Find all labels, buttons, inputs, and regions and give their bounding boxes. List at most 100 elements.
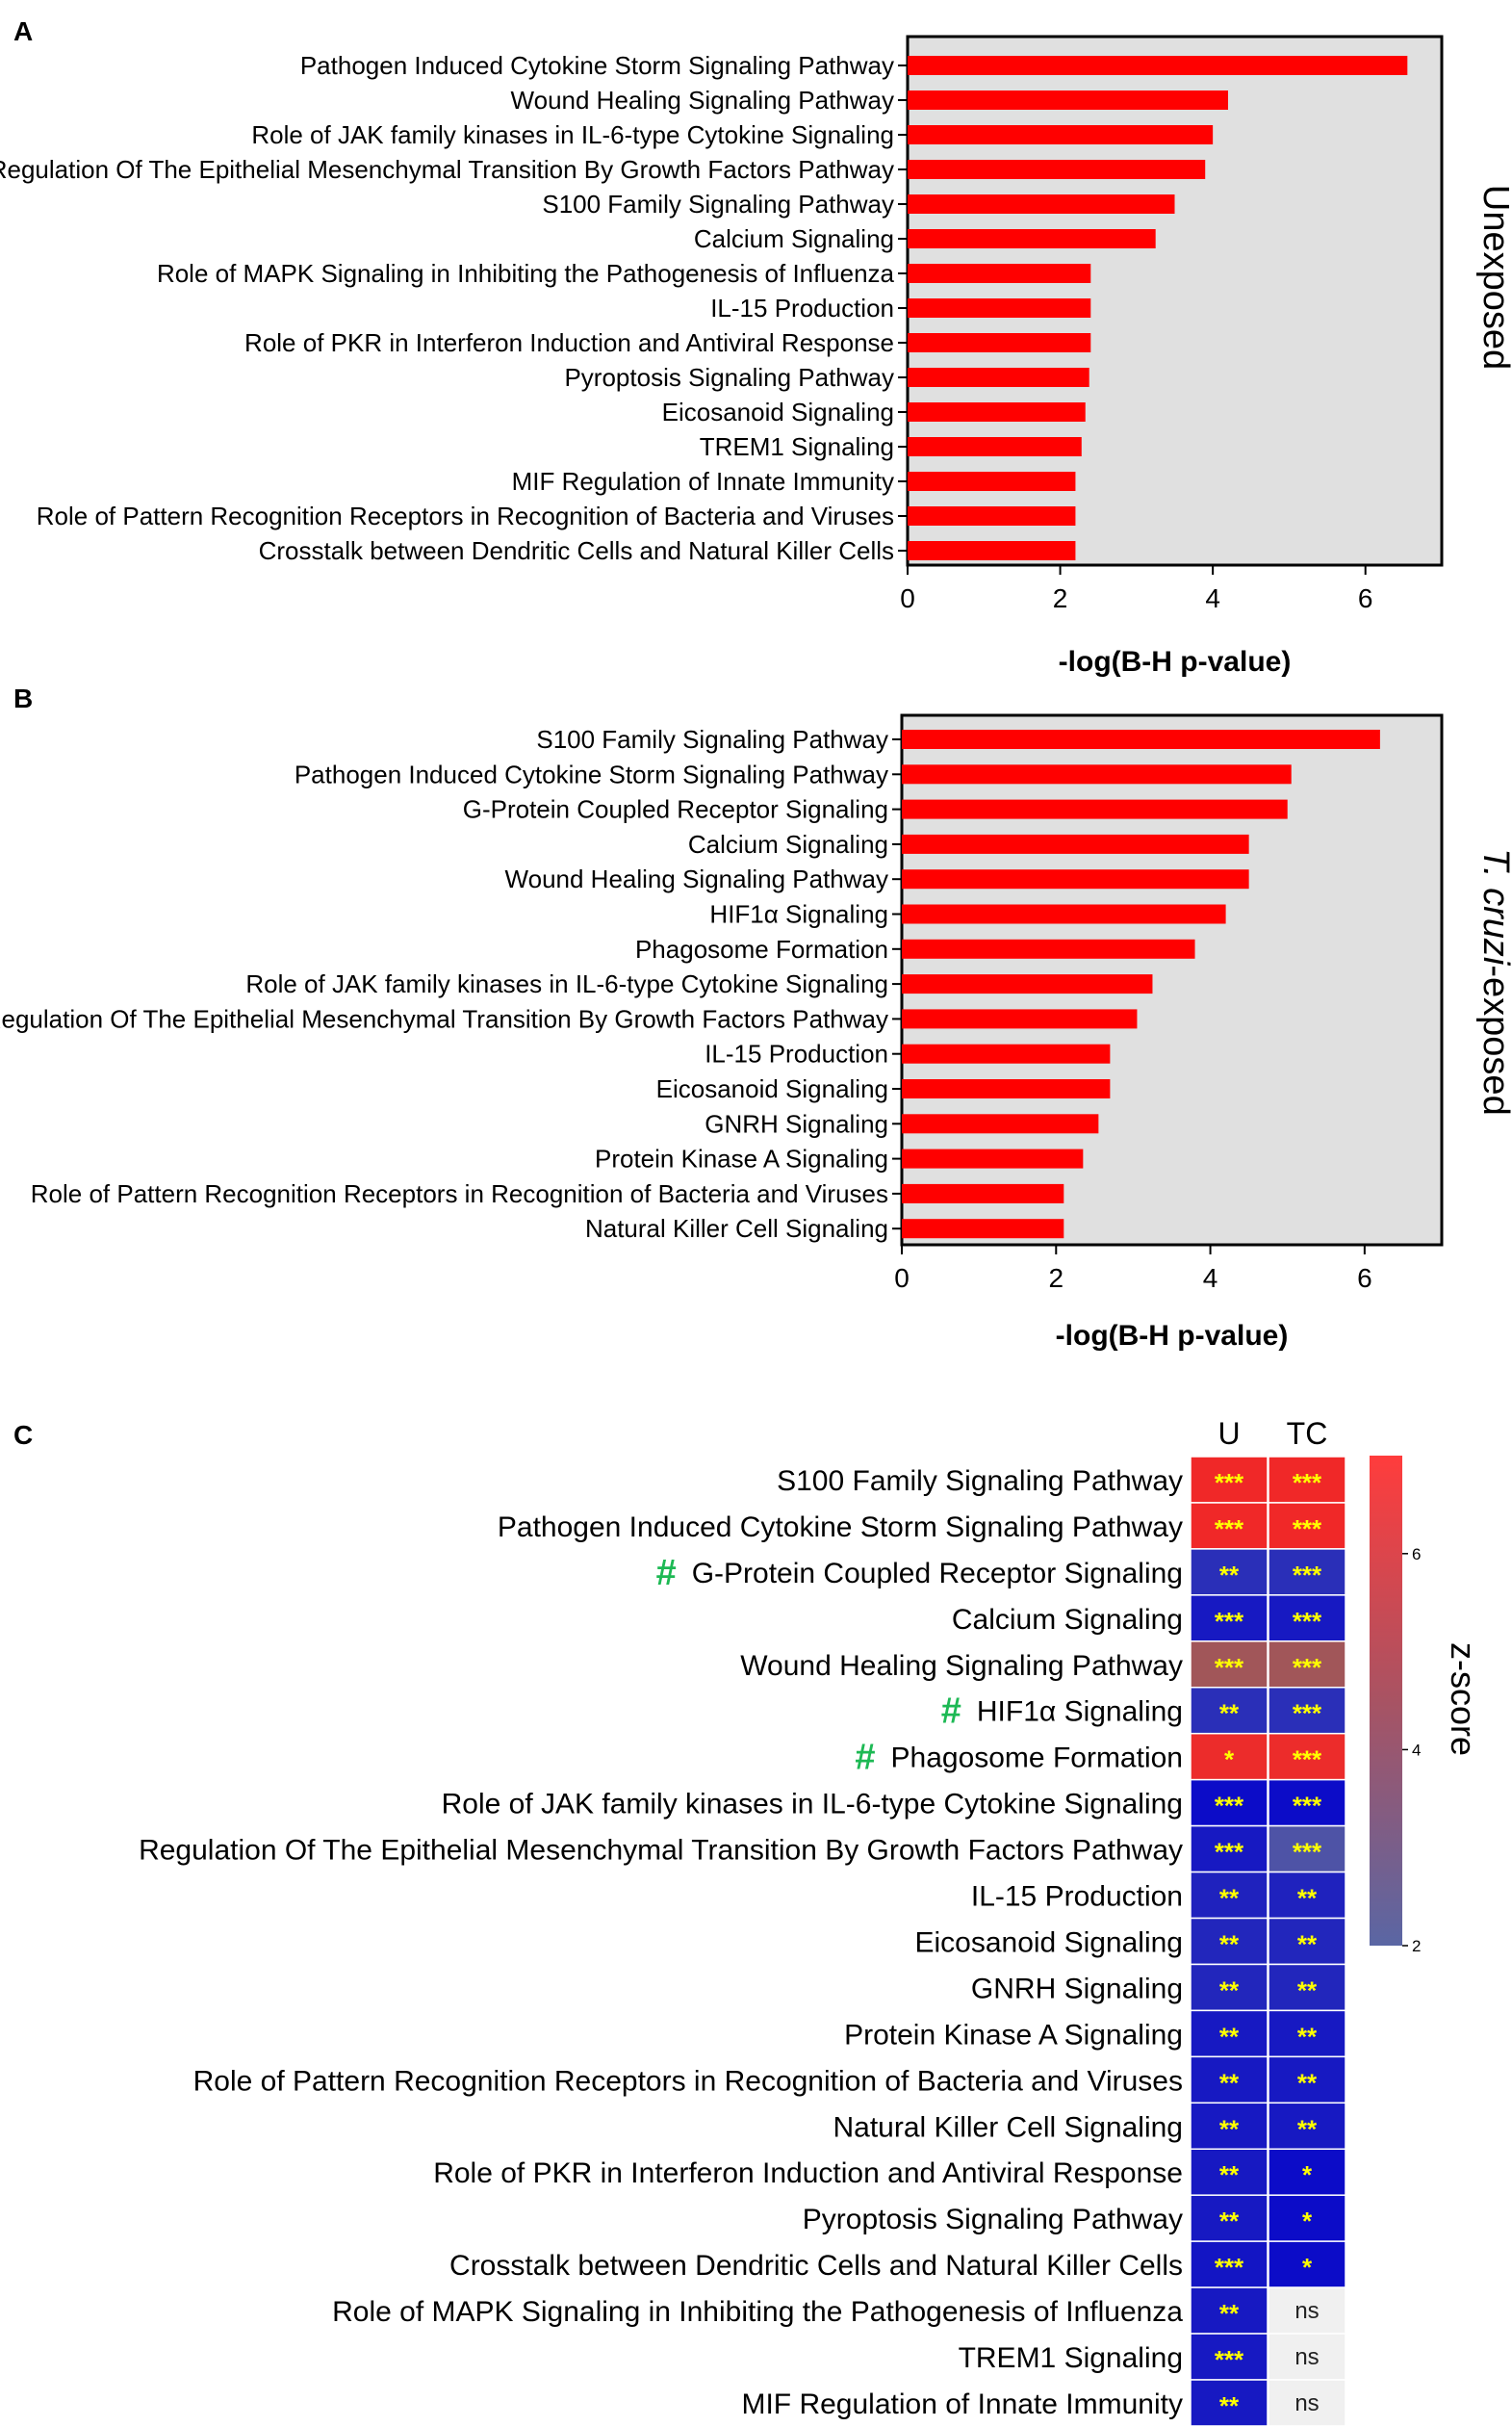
heatmap-cell — [1190, 1778, 1269, 1827]
heatmap-cell — [1268, 1502, 1346, 1550]
row-label: Eicosanoid Signaling — [914, 1926, 1183, 1958]
significance-label: * — [1302, 2207, 1313, 2235]
category-label: Role of MAPK Signaling in Inhibiting the… — [157, 259, 895, 288]
heatmap-cell — [1268, 2194, 1346, 2242]
heatmap-cell — [1268, 1963, 1346, 2012]
row-label: IL-15 Production — [971, 1881, 1183, 1913]
bar — [908, 264, 1091, 283]
bar — [902, 764, 1292, 785]
significance-label: *** — [1215, 1792, 1244, 1820]
colorbar-tick-label: 2 — [1412, 1937, 1421, 1955]
category-label: GNRH Signaling — [705, 1109, 888, 1138]
side-title: T. cruzi-exposed — [1475, 848, 1512, 1115]
significance-label: *** — [1215, 2253, 1244, 2282]
colorbar-label: z-score — [1444, 1642, 1483, 1756]
row-label: MIF Regulation of Innate Immunity — [741, 2388, 1183, 2420]
category-label: Pathogen Induced Cytokine Storm Signalin… — [295, 760, 888, 788]
significance-label: *** — [1293, 1699, 1322, 1728]
category-label: Eicosanoid Signaling — [662, 398, 894, 426]
significance-label: ** — [1219, 2114, 1240, 2143]
significance-label: ns — [1294, 2298, 1319, 2324]
significance-label: ** — [1219, 2207, 1240, 2235]
row-label: Crosstalk between Dendritic Cells and Na… — [449, 2250, 1183, 2282]
row-label: GNRH Signaling — [971, 1973, 1183, 2004]
bar — [908, 402, 1086, 422]
significance-label: *** — [1215, 2345, 1244, 2374]
category-label: Role of Pattern Recognition Receptors in… — [31, 1179, 888, 1208]
bar — [902, 1044, 1111, 1064]
x-tick-label: 6 — [1358, 583, 1373, 613]
heatmap-cell — [1268, 1778, 1346, 1827]
bar — [902, 1149, 1084, 1169]
column-header: U — [1217, 1416, 1240, 1451]
side-title-italic: T. cruzi — [1475, 848, 1512, 967]
significance-label: ** — [1219, 1699, 1240, 1728]
heatmap-cell — [1268, 1594, 1346, 1642]
bar — [908, 125, 1214, 144]
category-label: Role of Pattern Recognition Receptors in… — [37, 502, 894, 530]
row-label: Pyroptosis Signaling Pathway — [803, 2204, 1183, 2235]
heatmap-cell — [1190, 2286, 1269, 2335]
bar — [902, 1114, 1099, 1134]
heatmap-cell — [1190, 1640, 1269, 1689]
significance-label: ** — [1219, 1975, 1240, 2004]
heatmap-cell — [1268, 1456, 1346, 1504]
bar — [908, 194, 1175, 214]
heatmap-cell — [1268, 2333, 1346, 2381]
category-label: IL-15 Production — [705, 1040, 888, 1069]
heatmap-cell — [1190, 1687, 1269, 1735]
row-label: Role of PKR in Interferon Induction and … — [433, 2157, 1183, 2189]
bar — [908, 229, 1156, 248]
significance-label: ** — [1219, 1561, 1240, 1589]
row-label: TREM1 Signaling — [959, 2342, 1183, 2374]
significance-label: *** — [1293, 1792, 1322, 1820]
bar — [902, 1219, 1064, 1239]
colorbar-tick-label: 6 — [1412, 1545, 1421, 1563]
significance-label: ** — [1297, 1929, 1318, 1958]
x-tick-label: 0 — [900, 583, 915, 613]
significance-label: *** — [1293, 1468, 1322, 1497]
row-label: Wound Healing Signaling Pathway — [740, 1650, 1183, 1682]
category-label: Protein Kinase A Signaling — [595, 1145, 888, 1174]
category-label: TREM1 Signaling — [700, 432, 894, 461]
heatmap-cell — [1190, 2148, 1269, 2196]
row-label: Phagosome Formation — [891, 1743, 1184, 1774]
significance-label: ** — [1297, 1975, 1318, 2004]
category-label: Regulation Of The Epithelial Mesenchymal… — [0, 155, 894, 184]
heatmap-cell — [1268, 2148, 1346, 2196]
heatmap-cell — [1190, 2009, 1269, 2058]
significance-label: ** — [1219, 2160, 1240, 2189]
significance-label: *** — [1293, 1561, 1322, 1589]
heatmap-cell — [1268, 1732, 1346, 1781]
bar — [908, 541, 1076, 560]
category-label: Regulation Of The Epithelial Mesenchymal… — [0, 1004, 888, 1033]
x-axis-label: -log(B-H p-value) — [1059, 646, 1292, 678]
hash-marker: # — [656, 1553, 677, 1593]
significance-label: ** — [1219, 2391, 1240, 2420]
hash-marker: # — [855, 1738, 875, 1778]
bar — [908, 437, 1082, 456]
significance-label: ns — [1294, 2390, 1319, 2416]
significance-label: *** — [1215, 1607, 1244, 1636]
bar — [902, 799, 1288, 819]
category-label: Wound Healing Signaling Pathway — [511, 86, 894, 115]
category-label: MIF Regulation of Innate Immunity — [512, 467, 894, 496]
category-label: Pyroptosis Signaling Pathway — [564, 363, 894, 392]
x-tick-label: 4 — [1203, 1263, 1218, 1293]
significance-label: ** — [1219, 2022, 1240, 2051]
significance-label: * — [1224, 1745, 1235, 1774]
heatmap-cell — [1268, 2102, 1346, 2151]
x-axis-label: -log(B-H p-value) — [1056, 1320, 1289, 1352]
bar — [908, 160, 1206, 179]
column-header: TC — [1287, 1416, 1328, 1451]
significance-label: *** — [1293, 1653, 1322, 1682]
row-label: HIF1α Signaling — [977, 1696, 1183, 1728]
panel-label: A — [13, 16, 33, 46]
category-label: Eicosanoid Signaling — [656, 1074, 888, 1103]
row-label: S100 Family Signaling Pathway — [777, 1465, 1183, 1497]
bar — [902, 869, 1249, 890]
heatmap-cell — [1268, 2055, 1346, 2104]
bar — [902, 1009, 1138, 1029]
significance-label: *** — [1293, 1838, 1322, 1867]
